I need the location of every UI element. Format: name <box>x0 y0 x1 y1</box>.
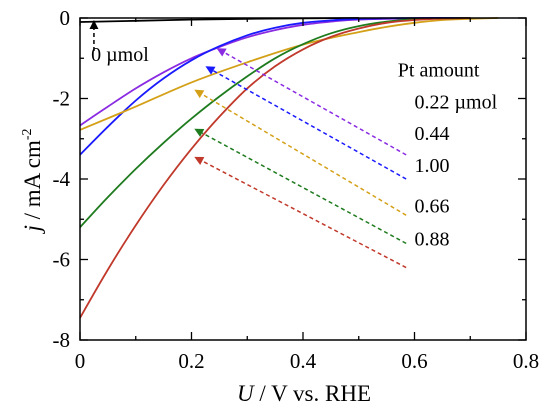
series-line-2 <box>79 17 499 131</box>
y-tick-label: 0 <box>60 6 71 30</box>
x-tick-label: 0.6 <box>401 349 427 373</box>
series-line-3 <box>79 17 471 228</box>
arrow-head-1 <box>205 66 216 75</box>
arrow-head-2 <box>194 89 205 99</box>
series-label-1: 0.44 <box>415 123 450 145</box>
annotation-arrows <box>89 20 407 269</box>
arrow-line-0 <box>224 51 407 156</box>
axis-ticks: 0 0.2 0.4 0.6 0.8 0 -2 -4 -6 -8 <box>53 6 540 373</box>
arrow-line-3 <box>201 132 407 245</box>
x-tick-label: 0.2 <box>178 349 204 373</box>
y-tick-label: -4 <box>53 167 71 191</box>
y-axis-var: j <box>20 225 45 234</box>
arrow-line-4 <box>201 160 407 269</box>
annotation-labels: Pt amount 0.22 µmol 0.44 1.00 0.66 0.88 0 µmol <box>91 44 497 250</box>
series-label-2: 1.00 <box>415 155 450 177</box>
series-label-3: 0.66 <box>415 195 450 217</box>
x-tick-label: 0.4 <box>290 349 317 373</box>
arrow-head-4 <box>194 156 205 166</box>
arrow-line-2 <box>201 93 407 216</box>
series-label-0: 0.22 µmol <box>415 92 498 114</box>
arrow-head-3 <box>194 128 205 137</box>
y-axis-title: j / mA cm-2 <box>20 128 45 234</box>
series-label-4: 0.88 <box>415 228 450 250</box>
arrow-line-1 <box>212 70 407 180</box>
x-axis-var: U <box>237 381 255 406</box>
y-axis-sup: -2 <box>20 128 35 140</box>
x-axis-title: U / V vs. RHE <box>237 381 371 406</box>
plot-lines <box>79 17 499 319</box>
y-tick-label: -2 <box>53 87 71 111</box>
y-tick-label: -6 <box>53 248 71 272</box>
x-tick-label: 0 <box>75 349 86 373</box>
baseline-label: 0 µmol <box>91 44 149 66</box>
x-tick-label: 0.8 <box>513 349 539 373</box>
x-axis-unit: / V vs. RHE <box>254 381 371 406</box>
y-axis-unit: / mA cm <box>20 140 45 225</box>
arrow-head-0 <box>216 48 227 57</box>
y-tick-label: -8 <box>53 328 71 352</box>
series-line-4 <box>79 17 471 319</box>
legend-title: Pt amount <box>398 59 480 81</box>
arrow-head-5 <box>89 20 99 30</box>
